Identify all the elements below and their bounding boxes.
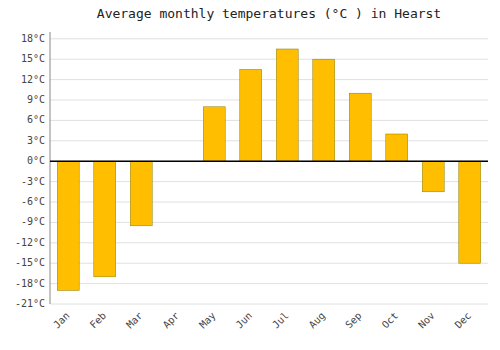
bars bbox=[57, 49, 480, 290]
grid-line bbox=[50, 59, 488, 60]
grid-line bbox=[50, 283, 488, 284]
y-tick-label: -21°C bbox=[15, 298, 45, 309]
x-tick-label: Jan bbox=[51, 310, 72, 331]
y-tick-label: -3°C bbox=[21, 176, 45, 187]
bar bbox=[130, 161, 152, 226]
y-axis-line bbox=[50, 32, 51, 304]
x-tick-label: Jun bbox=[234, 310, 255, 331]
bar bbox=[94, 161, 116, 277]
y-tick-label: -12°C bbox=[15, 237, 45, 248]
grid-line bbox=[50, 79, 488, 80]
y-tick-label: 3°C bbox=[27, 135, 45, 146]
y-axis-ticks: -21°C -18°C -15°C -12°C -9°C -6°C -3°C 0°C 3°C 6°… bbox=[15, 33, 45, 309]
y-tick-label: 9°C bbox=[27, 94, 45, 105]
bar bbox=[349, 93, 371, 161]
grid-line bbox=[50, 161, 488, 162]
y-tick-label: -6°C bbox=[21, 196, 45, 207]
x-tick-label: Aug bbox=[307, 310, 328, 331]
grid-line bbox=[50, 304, 488, 305]
y-tick-label: 0°C bbox=[27, 155, 45, 166]
bar bbox=[313, 59, 335, 161]
bar bbox=[459, 161, 481, 263]
bar bbox=[386, 134, 408, 161]
chart-container: -21°C -18°C -15°C -12°C -9°C -6°C -3°C 0°C 3°C 6°… bbox=[0, 0, 500, 350]
bar bbox=[203, 107, 225, 161]
x-tick-label: Dec bbox=[453, 310, 474, 331]
y-tick-label: 15°C bbox=[21, 53, 45, 64]
chart: -21°C -18°C -15°C -12°C -9°C -6°C -3°C 0°C 3°C 6°… bbox=[0, 0, 500, 350]
grid-line bbox=[50, 120, 488, 121]
x-axis-ticks: Jan Feb Mar Apr May Jun Jul Aug Sep Oct Nov Dec bbox=[51, 310, 473, 331]
y-tick-label: -15°C bbox=[15, 257, 45, 268]
y-tick-label: 6°C bbox=[27, 114, 45, 125]
x-tick-label: Sep bbox=[343, 310, 364, 331]
bar bbox=[57, 161, 79, 290]
y-tick-label: -9°C bbox=[21, 216, 45, 227]
x-tick-label: Nov bbox=[416, 310, 437, 331]
x-tick-label: Mar bbox=[124, 310, 145, 331]
zero-line bbox=[50, 160, 488, 162]
grid-line bbox=[50, 100, 488, 101]
x-tick-label: Feb bbox=[88, 310, 109, 331]
x-tick-label: Apr bbox=[161, 310, 182, 331]
y-tick-label: 18°C bbox=[21, 33, 45, 44]
bar bbox=[276, 49, 298, 161]
title: Average monthly temperatures (°C ) in He… bbox=[97, 6, 441, 21]
y-tick-label: 12°C bbox=[21, 74, 45, 85]
bar bbox=[422, 161, 444, 192]
grid bbox=[50, 39, 488, 304]
grid-line bbox=[50, 38, 488, 39]
bar bbox=[240, 69, 262, 161]
x-tick-label: Jul bbox=[270, 310, 291, 331]
y-tick-label: -18°C bbox=[15, 278, 45, 289]
x-tick-label: May bbox=[197, 310, 218, 331]
grid-line bbox=[50, 140, 488, 141]
x-tick-label: Oct bbox=[380, 310, 401, 331]
